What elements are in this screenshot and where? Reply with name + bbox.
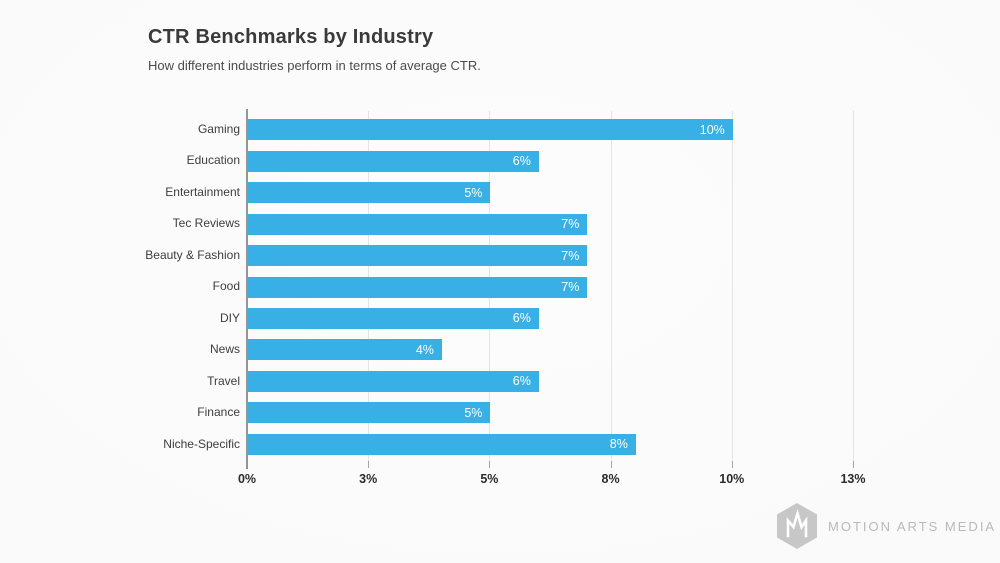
bar: 5% [248, 182, 491, 204]
hexagon-shape [777, 503, 817, 549]
m-monogram-glyph [786, 508, 808, 538]
gridline [853, 111, 854, 461]
x-tick-label: 3% [359, 472, 378, 486]
bar-value-label: 10% [699, 122, 725, 137]
x-tick-label: 0% [237, 472, 257, 486]
bar: 5% [248, 402, 491, 424]
category-label: Beauty & Fashion [145, 247, 240, 262]
category-label: Education [186, 153, 240, 168]
bar-value-label: 4% [415, 342, 434, 357]
category-label: News [209, 342, 240, 357]
bar-value-label: 8% [609, 437, 628, 452]
bar: 7% [248, 276, 588, 298]
y-axis-line [246, 109, 248, 469]
category-label: Niche-Specific [163, 436, 240, 451]
category-label: Tec Reviews [172, 216, 240, 231]
axis-tick [853, 461, 854, 468]
category-label: Food [212, 279, 240, 294]
category-label: Gaming [197, 122, 240, 136]
bar: 8% [248, 433, 636, 455]
x-tick-label: 8% [601, 472, 620, 486]
bar: 6% [248, 150, 539, 172]
bar: 6% [248, 307, 539, 329]
category-label: Finance [197, 405, 240, 420]
bar-value-label: 5% [464, 405, 483, 420]
bar-value-label: 5% [464, 185, 483, 200]
bar: 10% [248, 119, 733, 141]
bar-value-label: 7% [561, 280, 580, 294]
axis-tick [610, 461, 612, 468]
category-label: Travel [207, 373, 240, 388]
brand-logo: MOTION ARTS MEDIA [776, 503, 996, 549]
x-tick-label: 10% [719, 472, 745, 486]
bar-value-label: 7% [561, 217, 580, 232]
bar-value-label: 6% [512, 154, 531, 169]
category-label: Entertainment [165, 184, 240, 199]
x-tick-label: 5% [480, 472, 499, 486]
axis-tick [368, 461, 370, 468]
x-tick-label: 13% [840, 472, 866, 486]
bar: 4% [248, 339, 442, 361]
bar: 6% [248, 370, 539, 392]
axis-tick [489, 461, 491, 468]
bar: 7% [248, 245, 588, 267]
chart-title: CTR Benchmarks by Industry [148, 26, 434, 48]
category-label: DIY [219, 310, 240, 325]
brand-name: MOTION ARTS MEDIA [828, 518, 997, 534]
hexagon-m-icon [777, 503, 817, 549]
bar: 7% [248, 213, 588, 235]
bar-value-label: 6% [512, 311, 531, 326]
gridline [731, 111, 733, 461]
bar-value-label: 7% [561, 248, 580, 263]
axis-tick [731, 461, 733, 468]
gridline [610, 111, 612, 461]
chart-subtitle: How different industries perform in term… [148, 58, 481, 73]
bar-value-label: 6% [512, 374, 531, 389]
